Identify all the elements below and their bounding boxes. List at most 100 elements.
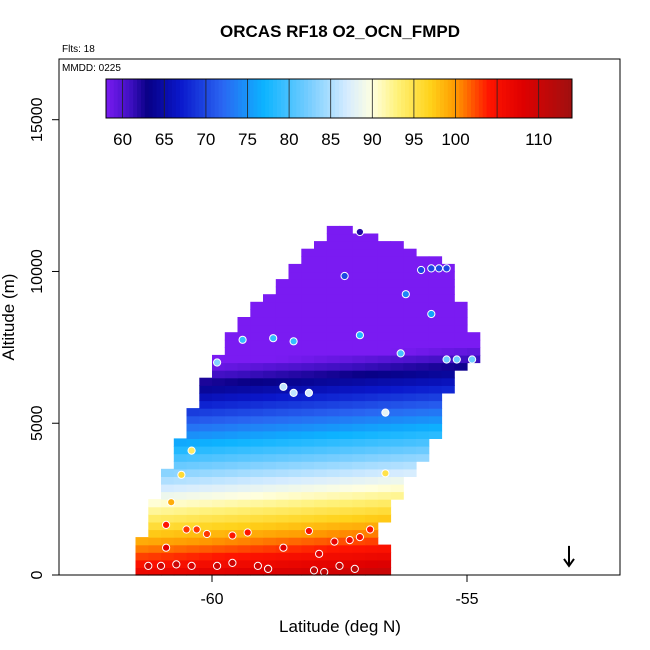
- heatmap-cell: [365, 430, 379, 439]
- heatmap-cell: [428, 256, 443, 265]
- colorbar-tick-label: 65: [155, 130, 174, 149]
- heatmap-cell: [148, 506, 162, 515]
- heatmap-cell: [326, 309, 341, 318]
- heatmap-cell: [263, 544, 277, 553]
- colorbar-tick-label: 110: [525, 130, 552, 149]
- heatmap-cell: [186, 491, 200, 500]
- heatmap-cell: [377, 271, 392, 280]
- heatmap-cell: [403, 263, 417, 273]
- colorbar-segment: [207, 79, 212, 118]
- heatmap-cell: [326, 339, 341, 348]
- heatmap-cell: [186, 483, 200, 493]
- heatmap-cell: [301, 286, 315, 295]
- heatmap-cell: [416, 301, 430, 310]
- colorbar-segment: [288, 79, 293, 118]
- heatmap-cell: [250, 537, 264, 546]
- heatmap-cell: [428, 415, 443, 424]
- heatmap-cell: [365, 438, 379, 447]
- heatmap-cell: [301, 377, 315, 386]
- heatmap-cell: [403, 400, 417, 409]
- heatmap-cell: [365, 370, 379, 379]
- heatmap-cell: [352, 324, 366, 333]
- heatmap-cell: [352, 362, 366, 371]
- heatmap-cell: [301, 567, 315, 576]
- colorbar-segment: [544, 79, 550, 118]
- heatmap-cell: [288, 476, 302, 485]
- heatmap-cell: [352, 233, 366, 242]
- heatmap-cell: [377, 499, 392, 508]
- heatmap-cell: [250, 468, 264, 477]
- heatmap-cell: [403, 461, 417, 470]
- heatmap-cell: [352, 256, 366, 265]
- heatmap-cell: [352, 309, 366, 318]
- heatmap-cell: [288, 362, 302, 371]
- colorbar-segment: [552, 79, 557, 118]
- heatmap-cell: [173, 499, 188, 508]
- heatmap-cell: [224, 347, 239, 356]
- heatmap-cell: [263, 415, 277, 424]
- heatmap-cell: [441, 324, 455, 333]
- heatmap-cell: [339, 332, 353, 341]
- sample-point: [315, 549, 324, 558]
- heatmap-cell: [441, 301, 455, 310]
- colorbar-segment: [280, 79, 286, 118]
- heatmap-cell: [326, 446, 341, 455]
- heatmap-cell: [314, 241, 328, 250]
- heatmap-cell: [301, 544, 315, 553]
- heatmap-cell: [441, 317, 455, 326]
- sample-point: [253, 561, 262, 571]
- colorbar-segment: [199, 79, 204, 118]
- heatmap-cell: [186, 514, 200, 523]
- heatmap-cell: [199, 521, 213, 531]
- heatmap-cell: [263, 339, 277, 348]
- heatmap-cell: [339, 468, 353, 477]
- heatmap-cell: [390, 339, 404, 348]
- heatmap-cell: [237, 483, 251, 493]
- heatmap-cell: [326, 567, 341, 576]
- colorbar-segment: [509, 79, 515, 118]
- heatmap-cell: [250, 483, 264, 493]
- heatmap-cell: [314, 248, 328, 257]
- heatmap-cell: [403, 301, 417, 310]
- heatmap-cell: [365, 385, 379, 394]
- heatmap-cell: [288, 370, 302, 379]
- sample-point: [269, 334, 278, 343]
- heatmap-cell: [314, 544, 328, 553]
- heatmap-cell: [301, 309, 315, 318]
- heatmap-cell: [428, 400, 443, 409]
- heatmap-cell: [339, 446, 353, 455]
- heatmap-cell: [326, 491, 341, 500]
- heatmap-cell: [275, 552, 290, 561]
- heatmap-cell: [390, 408, 404, 417]
- heatmap-cell: [365, 514, 379, 523]
- heatmap-cell: [199, 430, 213, 439]
- colorbar-segment: [179, 79, 185, 118]
- heatmap-cell: [148, 559, 162, 568]
- heatmap-cell: [301, 491, 315, 500]
- colorbar-segment: [172, 79, 177, 118]
- heatmap-cell: [186, 468, 200, 477]
- heatmap-cell: [173, 491, 188, 500]
- heatmap-cell: [416, 294, 430, 303]
- heatmap-cell: [301, 248, 315, 257]
- colorbar-segment: [245, 79, 251, 118]
- heatmap-cell: [390, 453, 404, 462]
- heatmap-cell: [275, 347, 290, 356]
- heatmap-cell: [288, 301, 302, 310]
- heatmap-cell: [237, 468, 251, 477]
- heatmap-cell: [326, 317, 341, 326]
- heatmap-cell: [237, 324, 251, 333]
- heatmap-cell: [377, 377, 392, 386]
- colorbar-segment: [342, 79, 348, 118]
- heatmap-cell: [237, 499, 251, 508]
- heatmap-cell: [403, 339, 417, 348]
- colorbar-segment: [323, 79, 328, 118]
- heatmap-cell: [416, 286, 430, 295]
- colorbar-segment: [331, 79, 336, 118]
- heatmap-cell: [288, 446, 302, 455]
- colorbar-segment: [533, 79, 538, 118]
- heatmap-cell: [365, 233, 379, 242]
- heatmap-cell: [250, 415, 264, 424]
- colorbar-segment: [397, 79, 402, 118]
- heatmap-cell: [326, 476, 341, 485]
